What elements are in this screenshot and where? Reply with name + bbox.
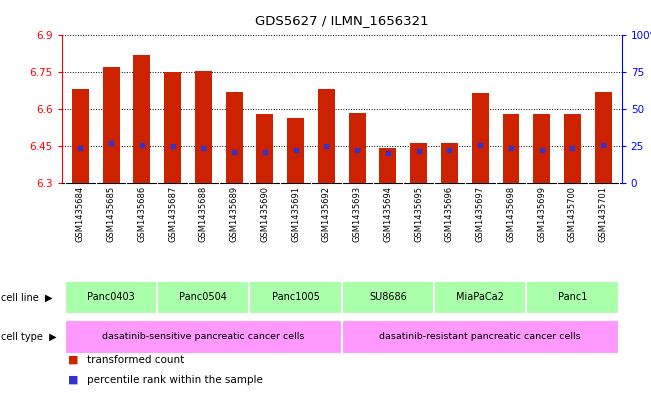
Bar [342, 320, 618, 354]
Text: Panc1005: Panc1005 [271, 292, 320, 302]
Text: percentile rank within the sample: percentile rank within the sample [87, 375, 262, 385]
Bar [595, 92, 612, 183]
Text: Panc0504: Panc0504 [180, 292, 227, 302]
Bar [249, 281, 342, 314]
Bar [380, 148, 396, 183]
Text: GSM1435692: GSM1435692 [322, 185, 331, 242]
Text: GSM1435685: GSM1435685 [107, 185, 116, 242]
Text: ■: ■ [68, 375, 79, 385]
Bar [256, 114, 273, 183]
Text: GSM1435696: GSM1435696 [445, 185, 454, 242]
Text: GSM1435701: GSM1435701 [599, 185, 608, 242]
Bar [287, 118, 304, 183]
Text: dasatinib-sensitive pancreatic cancer cells: dasatinib-sensitive pancreatic cancer ce… [102, 332, 305, 341]
Bar [564, 114, 581, 183]
Bar [103, 67, 120, 183]
Bar [133, 55, 150, 183]
Text: Panc1: Panc1 [558, 292, 587, 302]
Bar [164, 72, 181, 183]
Text: cell line  ▶: cell line ▶ [1, 293, 53, 303]
Text: dasatinib-resistant pancreatic cancer cells: dasatinib-resistant pancreatic cancer ce… [380, 332, 581, 341]
Text: SU8686: SU8686 [369, 292, 407, 302]
Bar [72, 90, 89, 183]
Bar [441, 143, 458, 183]
Text: GDS5627 / ILMN_1656321: GDS5627 / ILMN_1656321 [255, 14, 428, 27]
Bar [503, 114, 519, 183]
Text: transformed count: transformed count [87, 354, 184, 365]
Bar [226, 92, 243, 183]
Text: ■: ■ [68, 354, 79, 365]
Bar [472, 93, 489, 183]
Bar [65, 320, 342, 354]
Bar [434, 281, 527, 314]
Text: cell type  ▶: cell type ▶ [1, 332, 57, 342]
Text: GSM1435700: GSM1435700 [568, 185, 577, 242]
Text: GSM1435687: GSM1435687 [168, 185, 177, 242]
Text: GSM1435688: GSM1435688 [199, 185, 208, 242]
Text: GSM1435695: GSM1435695 [414, 185, 423, 242]
Bar [342, 281, 434, 314]
Text: MiaPaCa2: MiaPaCa2 [456, 292, 504, 302]
Bar [195, 71, 212, 183]
Text: GSM1435694: GSM1435694 [383, 185, 393, 242]
Text: Panc0403: Panc0403 [87, 292, 135, 302]
Text: GSM1435699: GSM1435699 [537, 185, 546, 242]
Bar [65, 281, 157, 314]
Bar [527, 281, 618, 314]
Text: GSM1435697: GSM1435697 [476, 185, 485, 242]
Bar [410, 143, 427, 183]
Bar [318, 90, 335, 183]
Bar [533, 114, 550, 183]
Text: GSM1435698: GSM1435698 [506, 185, 516, 242]
Text: GSM1435689: GSM1435689 [230, 185, 239, 242]
Text: GSM1435691: GSM1435691 [291, 185, 300, 242]
Bar [157, 281, 249, 314]
Text: GSM1435693: GSM1435693 [353, 185, 362, 242]
Bar [349, 113, 366, 183]
Text: GSM1435690: GSM1435690 [260, 185, 270, 242]
Text: GSM1435686: GSM1435686 [137, 185, 146, 242]
Text: GSM1435684: GSM1435684 [76, 185, 85, 242]
